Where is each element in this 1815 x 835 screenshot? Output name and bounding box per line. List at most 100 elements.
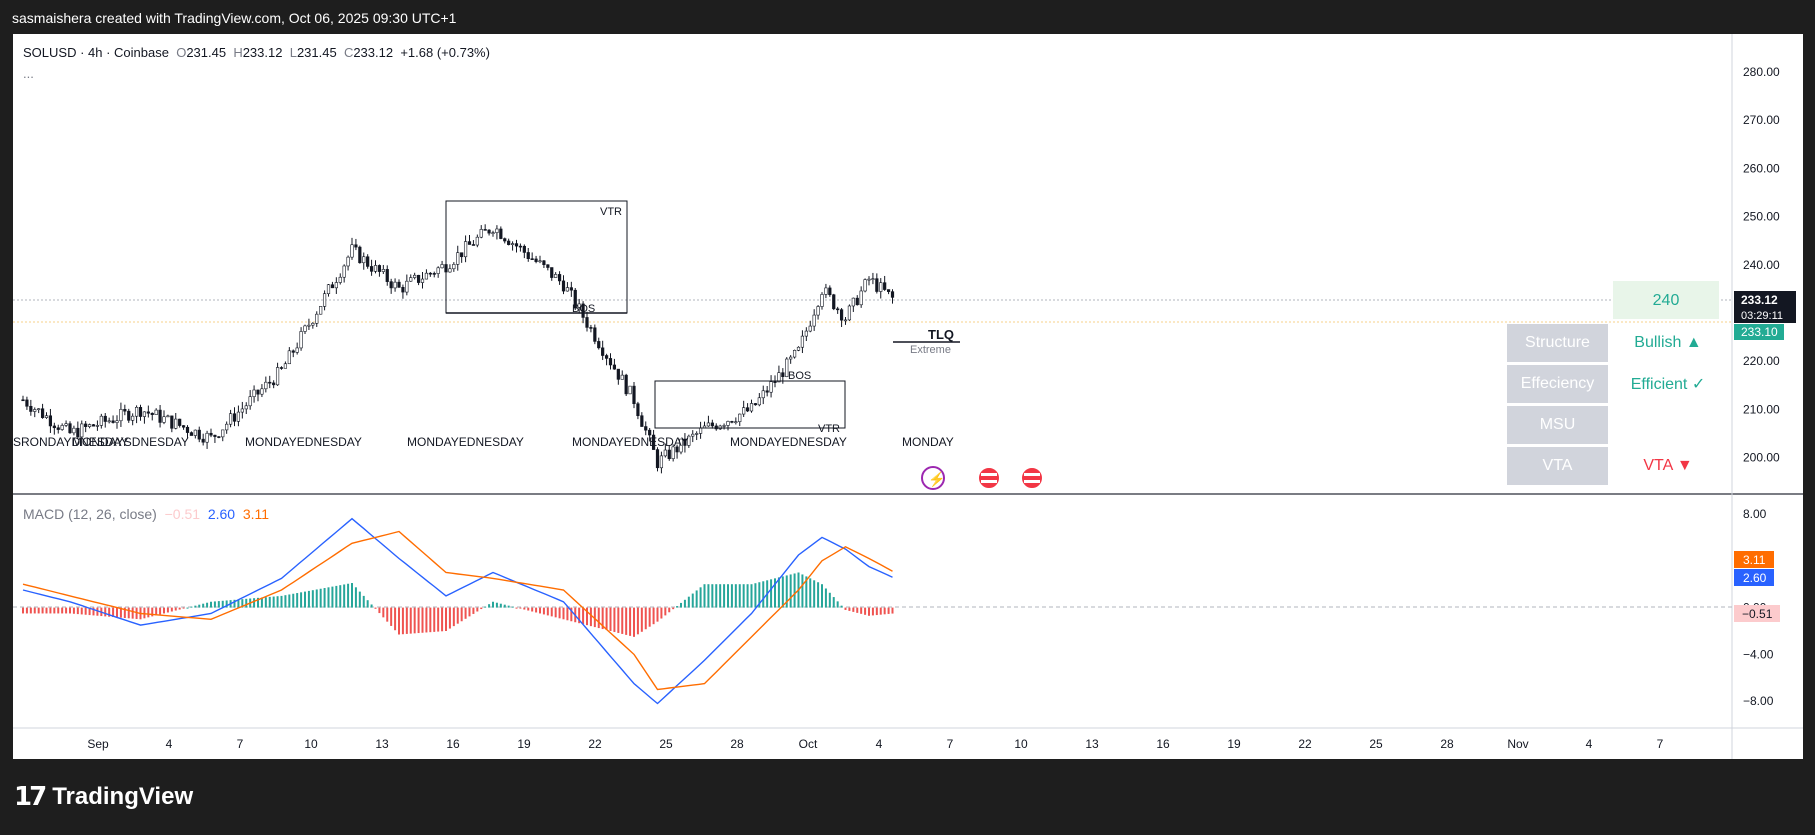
- macd-hist-bar: [190, 606, 193, 608]
- macd-hist-bar: [578, 607, 581, 624]
- us-flag-event-icon[interactable]: [977, 466, 1001, 490]
- candle-body: [80, 423, 84, 438]
- low-label: L: [289, 45, 297, 60]
- candle-body: [452, 264, 456, 270]
- macd-hist-bar: [468, 607, 471, 617]
- candle-body: [291, 350, 295, 353]
- macd-hist-bar: [88, 607, 91, 616]
- macd-hist-bar: [801, 574, 804, 608]
- candle-body: [636, 403, 640, 417]
- split-event-icon[interactable]: [921, 466, 945, 490]
- weekday-label: MONDAYEDNESDAY: [730, 435, 847, 449]
- candle-body: [781, 372, 785, 377]
- macd-hist-bar: [84, 607, 87, 615]
- candle-body: [718, 425, 722, 430]
- macd-hist-bar: [719, 584, 722, 608]
- candle-body: [546, 264, 550, 268]
- macd-hist-bar: [268, 596, 271, 608]
- close-value: 233.12: [353, 45, 394, 60]
- candle-body: [373, 265, 378, 272]
- macd-hist-bar: [605, 607, 608, 631]
- candle-body: [886, 289, 891, 292]
- candle-body: [60, 425, 64, 430]
- candle-body: [115, 420, 119, 423]
- macd-hist-bar: [37, 607, 40, 614]
- macd-hist-bar: [119, 607, 122, 618]
- price-axis[interactable]: 280.00270.00260.00250.00240.00230.00220.…: [1743, 65, 1780, 465]
- macd-signal-value: 3.11: [242, 506, 270, 522]
- macd-hist-bar: [625, 607, 628, 635]
- flag-stripe: [981, 473, 997, 476]
- macd-hist-bar: [170, 607, 173, 612]
- macd-hist-bar: [464, 607, 467, 619]
- macd-hist-bar: [691, 593, 694, 608]
- candle-body: [765, 390, 769, 393]
- macd-hist-bar: [147, 607, 150, 618]
- macd-hist-bar: [680, 602, 682, 608]
- candle-body: [228, 413, 233, 425]
- macd-hist-bar: [683, 599, 686, 608]
- candle-body: [789, 356, 793, 360]
- high-label: H: [233, 45, 243, 60]
- msu-label: MSU: [1507, 406, 1608, 444]
- macd-hist-bar: [225, 600, 228, 608]
- macd-legend[interactable]: MACD (12, 26, close) −0.51 2.60 3.11: [23, 506, 269, 522]
- macd-hist-bar: [123, 607, 126, 618]
- more-options-button[interactable]: ...: [23, 66, 34, 81]
- macd-hist-bar: [687, 596, 690, 608]
- macd-hist-bar: [288, 594, 291, 608]
- candle-body: [142, 411, 147, 417]
- time-tick: 7: [1657, 737, 1664, 751]
- candle-body: [554, 274, 558, 278]
- macd-hist-bar: [558, 607, 561, 619]
- candle-body: [632, 385, 636, 405]
- macd-hist-bar: [425, 607, 428, 633]
- candle-body: [319, 306, 323, 315]
- candle-body: [272, 382, 276, 386]
- candle-body: [698, 427, 703, 434]
- us-flag-event-icon[interactable]: [1020, 466, 1044, 490]
- macd-hist-bar: [182, 607, 185, 609]
- candle-body: [695, 433, 699, 435]
- macd-hist-bar: [112, 607, 115, 618]
- macd-hist-bar: [104, 607, 107, 617]
- macd-hist-bar: [535, 607, 538, 613]
- candle-body: [393, 281, 397, 289]
- candle-body: [76, 427, 80, 438]
- candle-body: [326, 284, 331, 295]
- time-tick: 16: [446, 737, 460, 751]
- candle-body: [283, 363, 288, 369]
- hist-tag: [1734, 605, 1780, 622]
- candle-body: [189, 432, 194, 436]
- low-value: 231.45: [296, 45, 337, 60]
- macd-hist-bar: [503, 604, 506, 608]
- candle-body: [185, 426, 190, 433]
- macd-hist-bar: [660, 607, 663, 619]
- chart-attribution: sasmaishera created with TradingView.com…: [12, 10, 457, 26]
- macd-hist-bar: [492, 601, 494, 608]
- symbol-legend[interactable]: SOLUSD · 4h · Coinbase O231.45 H233.12 L…: [23, 45, 490, 60]
- candle-body: [330, 284, 335, 289]
- macd-hist-bar: [131, 607, 134, 619]
- candle-body: [389, 281, 393, 289]
- time-axis[interactable]: Sep 4 7 10 13 16 19 22 25 28 Oct 4 7 10 13 16 19 22 25 28 No…: [87, 737, 1663, 751]
- candle-body: [409, 277, 413, 282]
- macd-hist-bar: [621, 607, 624, 634]
- macd-hist-bar: [488, 604, 491, 608]
- candle-body: [346, 256, 350, 267]
- macd-hist-bar: [777, 577, 780, 608]
- tradingview-logo[interactable]: 17 TradingView: [14, 782, 193, 812]
- macd-hist-bar: [879, 607, 882, 615]
- macd-hist-bar: [852, 607, 855, 612]
- macd-hist-bar: [546, 607, 549, 616]
- candle-body: [871, 278, 875, 280]
- bos-label-2: BOS: [788, 370, 811, 382]
- price-tick: 270.00: [1743, 113, 1780, 127]
- candlestick-series[interactable]: [21, 224, 895, 474]
- macd-hist-bar: [695, 590, 698, 608]
- weekday-label: MONDAYSDNESDAY: [72, 435, 189, 449]
- macd-hist-bar: [300, 592, 303, 608]
- candle-body: [691, 433, 695, 437]
- event-icons[interactable]: ⚡: [921, 466, 1044, 490]
